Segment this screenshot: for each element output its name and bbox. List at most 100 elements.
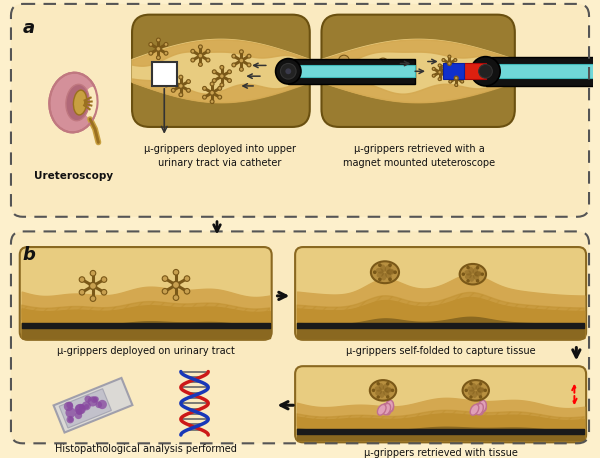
Circle shape [156,46,161,51]
Circle shape [454,76,458,80]
Bar [443,64,464,79]
Circle shape [476,279,479,283]
Ellipse shape [376,268,383,274]
Ellipse shape [470,404,479,415]
Circle shape [173,269,179,275]
Circle shape [93,396,99,402]
Circle shape [203,95,206,99]
Circle shape [67,416,74,423]
Circle shape [376,382,380,386]
Ellipse shape [479,400,487,412]
Circle shape [449,80,452,83]
Ellipse shape [469,274,475,282]
Ellipse shape [386,269,394,274]
Text: μ-grippers retrieved with a
magnet mounted uteteroscope: μ-grippers retrieved with a magnet mount… [343,143,495,168]
Circle shape [164,83,168,87]
Ellipse shape [475,383,481,390]
Circle shape [461,80,464,83]
Circle shape [442,65,445,68]
Circle shape [75,412,82,419]
Circle shape [184,276,190,281]
Ellipse shape [476,403,484,415]
Ellipse shape [66,84,89,121]
Circle shape [469,395,473,399]
Ellipse shape [380,264,386,272]
Circle shape [393,270,397,274]
Circle shape [187,80,190,83]
Circle shape [275,59,301,84]
Ellipse shape [471,383,477,390]
Circle shape [338,55,349,66]
Circle shape [84,404,89,409]
Circle shape [209,90,215,95]
Circle shape [212,70,216,74]
Circle shape [206,49,210,53]
Circle shape [232,63,236,67]
Bar [152,61,177,86]
Ellipse shape [73,90,87,115]
Circle shape [85,396,91,403]
Circle shape [88,396,98,407]
Circle shape [466,266,470,269]
Ellipse shape [472,391,478,398]
Circle shape [90,296,96,301]
Circle shape [461,73,464,76]
Ellipse shape [468,389,475,395]
Circle shape [76,409,82,415]
Ellipse shape [476,403,484,415]
Circle shape [164,43,168,46]
Polygon shape [322,39,515,102]
FancyBboxPatch shape [322,15,515,127]
Ellipse shape [383,403,391,415]
Circle shape [239,67,244,71]
Circle shape [172,80,175,83]
Circle shape [79,289,85,295]
Circle shape [212,79,216,82]
Ellipse shape [386,269,394,275]
Circle shape [454,59,457,61]
Circle shape [469,382,473,386]
Ellipse shape [386,400,394,412]
Ellipse shape [386,400,394,412]
Circle shape [79,404,85,410]
Ellipse shape [385,265,391,272]
Ellipse shape [381,273,387,280]
Circle shape [449,73,452,76]
Circle shape [199,62,202,66]
Circle shape [386,382,389,386]
Circle shape [461,273,465,276]
Ellipse shape [375,389,382,395]
Circle shape [438,71,442,74]
Circle shape [198,53,203,58]
Bar [288,59,415,84]
Text: μ-grippers retrieved with tissue: μ-grippers retrieved with tissue [364,448,518,458]
Circle shape [101,289,107,295]
Ellipse shape [383,390,389,397]
Polygon shape [53,378,133,432]
Circle shape [394,65,405,76]
Circle shape [438,64,441,67]
Circle shape [479,395,482,399]
Ellipse shape [377,271,384,278]
Circle shape [378,263,382,267]
Text: μ-grippers deployed on urinary tract: μ-grippers deployed on urinary tract [57,346,235,356]
Ellipse shape [467,386,475,392]
Text: a: a [23,19,35,37]
Circle shape [98,400,107,409]
Bar [464,64,485,79]
Bar [485,57,600,86]
FancyBboxPatch shape [11,4,589,217]
Circle shape [220,65,224,69]
Circle shape [455,83,458,87]
Circle shape [454,65,457,68]
Circle shape [75,404,86,414]
Circle shape [432,67,435,71]
Circle shape [466,279,470,283]
Ellipse shape [385,387,392,392]
Circle shape [386,395,389,399]
Circle shape [172,88,175,92]
Ellipse shape [477,388,485,393]
Circle shape [239,50,244,54]
Circle shape [476,266,479,269]
Ellipse shape [371,262,399,283]
